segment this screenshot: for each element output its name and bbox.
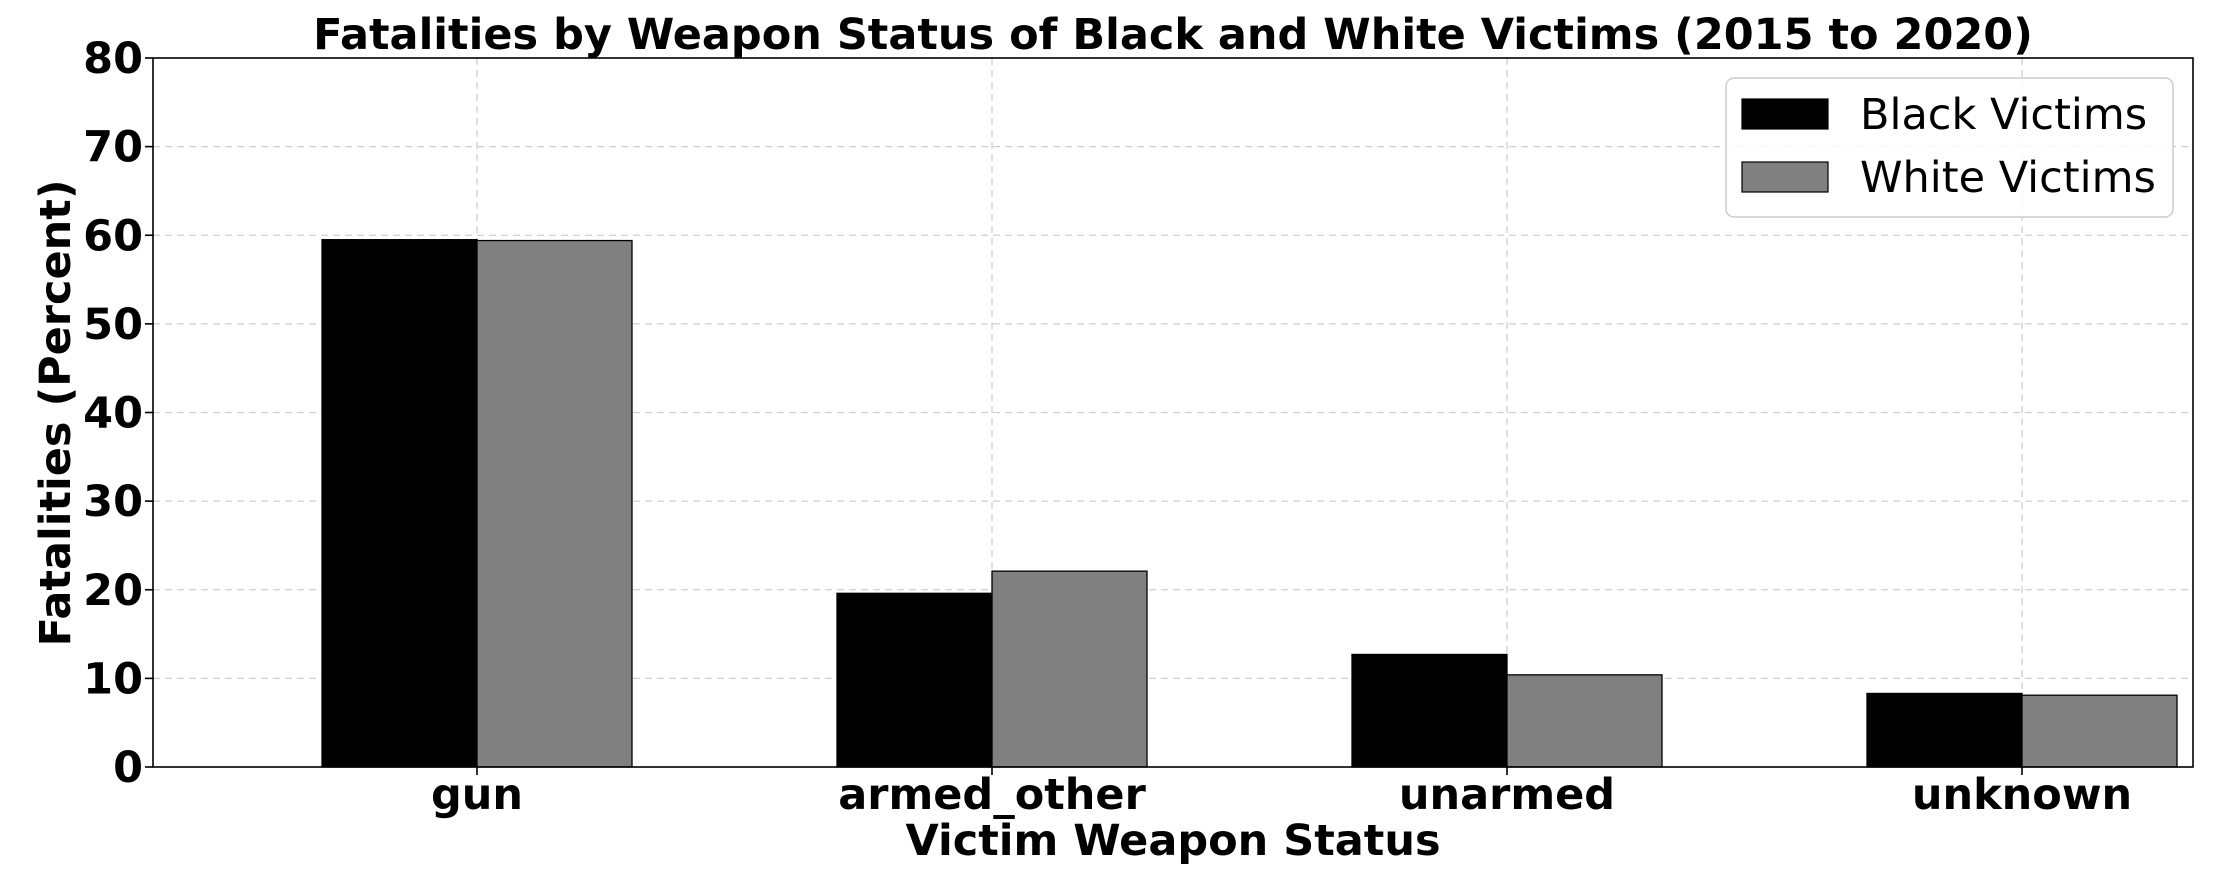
- chart-title: Fatalities by Weapon Status of Black and…: [313, 10, 2033, 60]
- legend: Black Victims White Victims: [1725, 77, 2174, 218]
- y-tick-label: 30: [83, 477, 143, 527]
- y-axis-ticks: 0 10 20 30 40 50 60 70 80: [83, 34, 153, 793]
- y-tick-label: 40: [83, 389, 143, 439]
- x-tick-label: gun: [431, 770, 523, 820]
- bar-black-victims-unknown: [1866, 692, 2023, 768]
- y-tick-label: 60: [83, 211, 143, 261]
- bar-black-victims-armed-other: [836, 592, 993, 768]
- y-tick-label: 10: [83, 654, 143, 704]
- bar-white-victims-armed-other: [991, 570, 1148, 768]
- bar-white-victims-unknown: [2021, 694, 2178, 768]
- x-tick-label: armed_other: [838, 770, 1146, 820]
- bar-white-victims-gun: [476, 239, 633, 768]
- legend-box: [1725, 77, 2174, 218]
- x-axis-ticks: gun armed_other unarmed unknown: [431, 767, 2132, 820]
- x-axis-label: Victim Weapon Status: [905, 816, 1440, 866]
- y-tick-label: 0: [113, 743, 143, 793]
- x-tick-label: unknown: [1912, 770, 2132, 820]
- legend-label-black-victims: Black Victims: [1860, 90, 2147, 140]
- legend-label-white-victims: White Victims: [1860, 153, 2156, 203]
- y-axis-label: Fatalities (Percent): [31, 180, 81, 647]
- y-tick-label: 20: [83, 566, 143, 616]
- bars: [321, 239, 2178, 768]
- y-tick-label: 50: [83, 300, 143, 350]
- bar-black-victims-gun: [321, 239, 478, 768]
- legend-swatch-black-victims: [1741, 98, 1829, 130]
- y-tick-label: 80: [83, 34, 143, 84]
- legend-swatch-white-victims: [1741, 161, 1829, 193]
- bar-white-victims-unarmed: [1506, 674, 1663, 768]
- bar-black-victims-unarmed: [1351, 653, 1508, 768]
- x-tick-label: unarmed: [1399, 770, 1615, 820]
- y-tick-label: 70: [83, 123, 143, 173]
